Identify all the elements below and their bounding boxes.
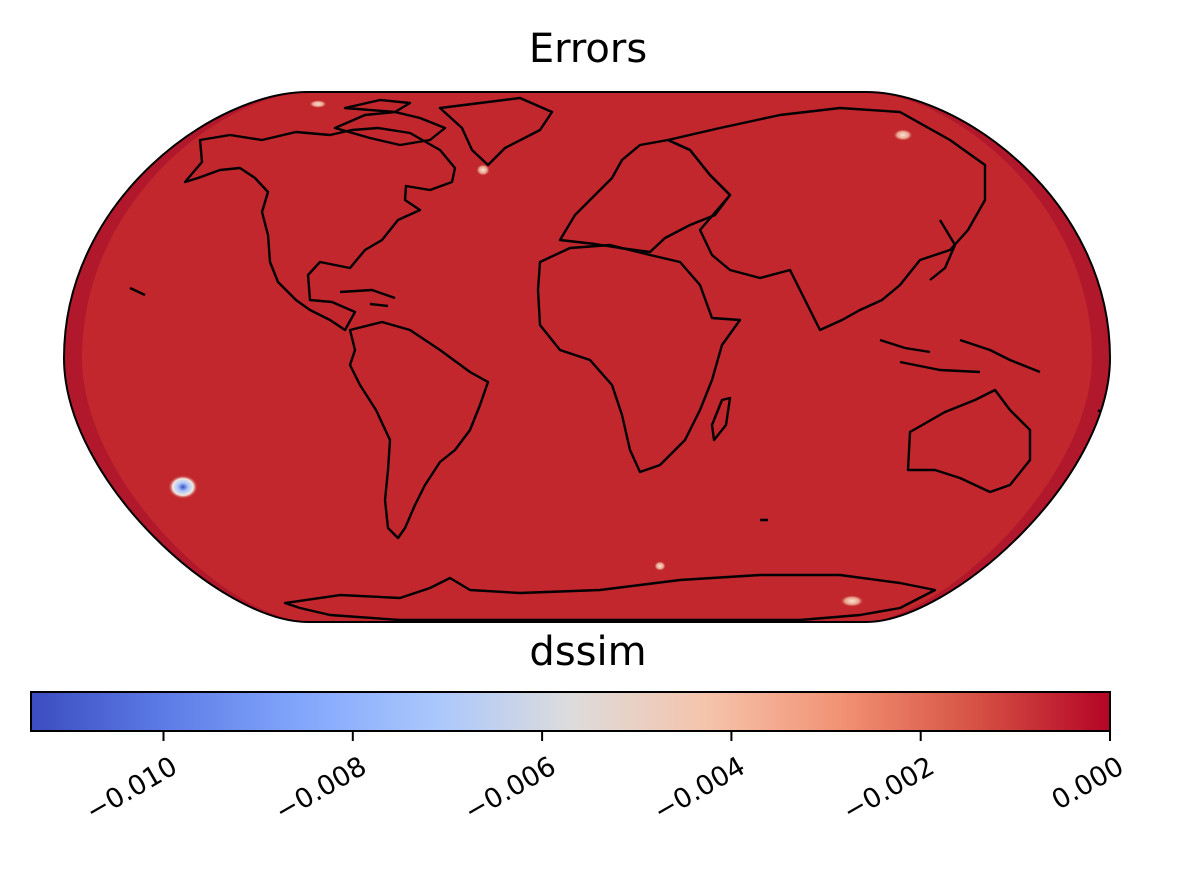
anomaly-blob xyxy=(168,475,198,499)
anomaly-blob xyxy=(654,561,666,571)
anomaly-blob xyxy=(840,595,864,607)
colorbar: −0.010 −0.008 −0.006 −0.004 −0.002 0.000 xyxy=(31,692,1129,828)
coastline-new-zealand xyxy=(1048,505,1060,532)
colorbar-tick-label: −0.004 xyxy=(648,751,750,828)
map-globe xyxy=(64,92,1110,622)
colorbar-ticks: −0.010 −0.008 −0.006 −0.004 −0.002 0.000 xyxy=(81,731,1130,828)
colorbar-gradient xyxy=(31,692,1110,731)
colorbar-label: dssim xyxy=(0,629,1176,675)
colorbar-tick-label: −0.008 xyxy=(270,751,372,828)
anomaly-blob xyxy=(309,100,327,108)
colorbar-tick-label: 0.000 xyxy=(1047,751,1129,816)
colorbar-tick-label: −0.002 xyxy=(838,751,940,828)
colorbar-tick-label: −0.006 xyxy=(459,751,561,828)
globe-fill xyxy=(82,92,1092,622)
colorbar-tick-label: −0.010 xyxy=(81,751,183,828)
anomaly-blob xyxy=(893,129,913,141)
